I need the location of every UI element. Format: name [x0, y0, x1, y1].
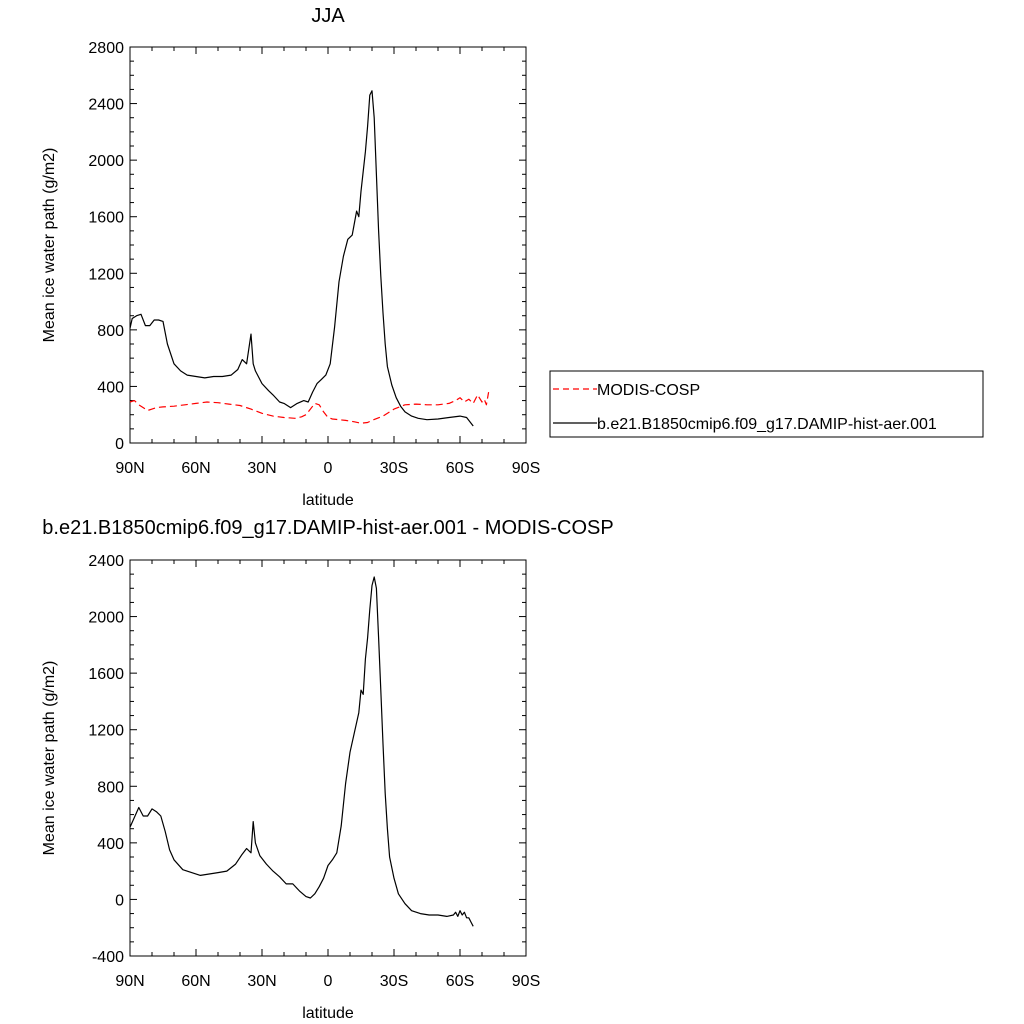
bottom-x-tick-label-5: 60S	[446, 973, 474, 990]
legend-label-model: b.e21.B1850cmip6.f09_g17.DAMIP-hist-aer.…	[597, 416, 937, 433]
top-x-tick-label-6: 90S	[512, 460, 540, 477]
top-x-tick-label-1: 60N	[181, 460, 210, 477]
bottom-panel: b.e21.B1850cmip6.f09_g17.DAMIP-hist-aer.…	[41, 517, 614, 1022]
top-plot-frame	[129, 46, 527, 444]
bottom-series-group	[129, 576, 474, 927]
bottom-x-tick-label-0: 90N	[115, 973, 144, 990]
top-x-tick-label-0: 90N	[115, 460, 144, 477]
bottom-x-tick-label-3: 0	[324, 973, 333, 990]
bottom-y-tick-label-7: 2400	[88, 553, 124, 570]
bottom-x-tick-label-4: 30S	[380, 973, 408, 990]
top-x-tick-label-4: 30S	[380, 460, 408, 477]
top-y-tick-label-3: 1200	[88, 266, 124, 283]
legend: MODIS-COSP b.e21.B1850cmip6.f09_g17.DAMI…	[549, 370, 984, 438]
top-y-tick-label-0: 0	[115, 436, 124, 453]
bottom-y-tick-label-4: 1200	[88, 723, 124, 740]
legend-label-modis-cosp: MODIS-COSP	[597, 382, 700, 399]
top-x-tick-label-2: 30N	[247, 460, 276, 477]
bottom-x-tick-label-2: 30N	[247, 973, 276, 990]
top-y-tick-label-1: 400	[97, 379, 124, 396]
top-chart-title: JJA	[311, 5, 345, 27]
top-x-axis-label: latitude	[302, 492, 354, 509]
bottom-x-tick-label-1: 60N	[181, 973, 210, 990]
top-y-tick-label-6: 2400	[88, 97, 124, 114]
bottom-y-tick-label-0: -400	[92, 949, 124, 966]
top-y-tick-label-2: 800	[97, 323, 124, 340]
legend-box	[549, 370, 984, 438]
top-series-line-modis-cosp	[129, 391, 490, 424]
bottom-plot-frame	[129, 559, 527, 957]
bottom-y-tick-label-6: 2000	[88, 610, 124, 627]
bottom-y-tick-label-2: 400	[97, 836, 124, 853]
bottom-series-line-series-0	[129, 576, 474, 927]
bottom-y-axis-label: Mean ice water path (g/m2)	[41, 661, 58, 856]
bottom-x-tick-label-6: 90S	[512, 973, 540, 990]
top-axis-ticks: 90N 60N 30N 0 30S 60S 90S 0 400 800 1200 1600 2000 24…	[88, 40, 540, 477]
top-y-tick-label-4: 1600	[88, 210, 124, 227]
top-y-axis-label: Mean ice water path (g/m2)	[41, 148, 58, 343]
top-x-tick-label-3: 0	[324, 460, 333, 477]
bottom-chart-title: b.e21.B1850cmip6.f09_g17.DAMIP-hist-aer.…	[42, 517, 613, 539]
bottom-y-tick-label-3: 800	[97, 779, 124, 796]
bottom-y-tick-label-1: 0	[115, 892, 124, 909]
top-panel: JJA 90N 60N 30N 0 30S 60S 90S 0 400 800 1200 1600 20…	[41, 5, 540, 509]
top-series-group	[129, 90, 490, 427]
top-series-line-b-e21-b1850cmip6-f09-g17-damip-hist-aer-001	[129, 90, 474, 427]
bottom-axis-ticks: 90N 60N 30N 0 30S 60S 90S -400 0 400 800 1200 1600 20…	[88, 553, 540, 990]
bottom-y-tick-label-5: 1600	[88, 666, 124, 683]
top-x-tick-label-5: 60S	[446, 460, 474, 477]
top-y-tick-label-7: 2800	[88, 40, 124, 57]
top-y-tick-label-5: 2000	[88, 153, 124, 170]
bottom-x-axis-label: latitude	[302, 1005, 354, 1022]
